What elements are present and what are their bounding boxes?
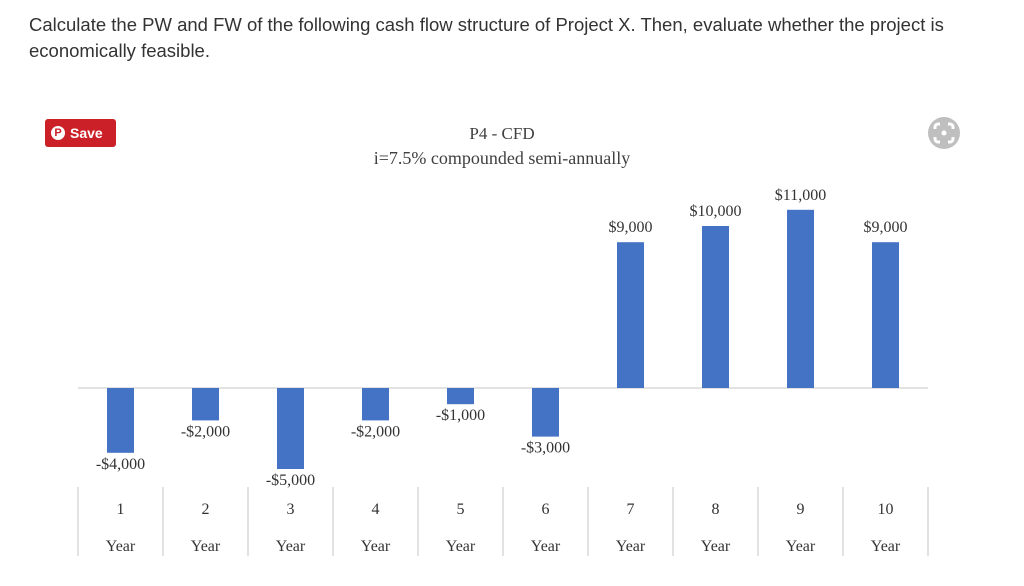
tick-sublabel-year: Year [361,538,391,555]
tick-sublabel-year: Year [786,538,816,555]
data-label-year-10: $9,000 [864,219,908,236]
tick-sublabel-year: Year [616,538,646,555]
data-label-year-7: $9,000 [609,219,653,236]
data-label-year-3: -$5,000 [266,472,315,489]
tick-label-2: 2 [202,501,210,518]
tick-label-10: 10 [878,501,894,518]
tick-sublabel-year: Year [446,538,476,555]
bar-year-9 [787,209,814,388]
bar-year-10 [872,242,899,388]
bar-year-8 [702,226,729,388]
data-label-year-9: $11,000 [775,187,826,204]
bar-year-5 [447,388,474,405]
pinterest-save-button[interactable]: P Save [45,119,116,147]
data-label-year-6: -$3,000 [521,440,570,457]
tick-label-1: 1 [117,501,125,518]
tick-sublabel-year: Year [871,538,901,555]
data-label-year-1: -$4,000 [96,456,145,473]
chart-subtitle: i=7.5% compounded semi-annually [374,148,631,168]
chart-title: P4 - CFD [469,124,534,143]
tick-label-4: 4 [372,501,380,518]
data-label-year-8: $10,000 [690,203,742,220]
tick-label-6: 6 [542,501,550,518]
tick-label-5: 5 [457,501,465,518]
tick-sublabel-year: Year [531,538,561,555]
data-label-year-5: -$1,000 [436,407,485,424]
tick-label-3: 3 [287,501,295,518]
data-label-year-4: -$2,000 [351,423,400,440]
expand-icon[interactable] [927,116,961,150]
tick-sublabel-year: Year [701,538,731,555]
bar-year-1 [107,388,134,453]
tick-sublabel-year: Year [191,538,221,555]
tick-sublabel-year: Year [276,538,306,555]
bar-year-3 [277,388,304,469]
bar-year-6 [532,388,559,437]
tick-label-9: 9 [797,501,805,518]
question-text: Calculate the PW and FW of the following… [29,14,944,61]
bar-year-7 [617,242,644,388]
pinterest-icon: P [51,126,65,140]
data-label-year-2: -$2,000 [181,423,230,440]
tick-label-7: 7 [627,501,635,518]
save-label: Save [70,125,103,141]
tick-sublabel-year: Year [106,538,136,555]
bar-year-4 [362,388,389,421]
bar-year-2 [192,388,219,421]
tick-label-8: 8 [712,501,720,518]
